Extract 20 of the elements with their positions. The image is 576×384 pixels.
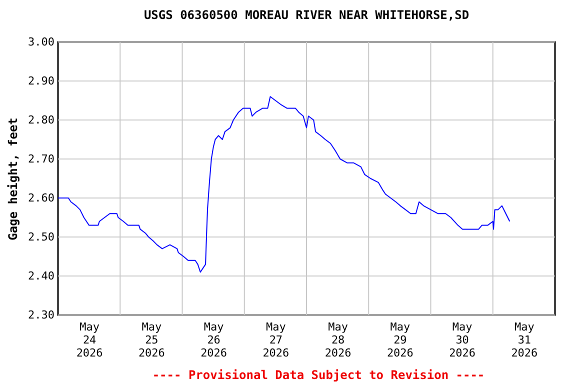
x-tick-label: May 26 2026 (200, 320, 228, 360)
y-tick-label: 3.00 (28, 36, 54, 48)
y-tick-label: 2.70 (28, 152, 54, 166)
x-tick-label: May 30 2026 (449, 320, 476, 360)
x-tick-label: May 31 2026 (511, 320, 538, 360)
y-tick-label: 2.40 (28, 270, 54, 282)
chart-title: USGS 06360500 MOREAU RIVER NEAR WHITEHORSE,SD (144, 8, 470, 22)
y-tick-label: 2.50 (28, 230, 54, 244)
y-tick-label: 2.60 (28, 192, 54, 204)
x-tick-label: May 24 2026 (76, 320, 103, 360)
y-axis-title: Gage height, feet (6, 118, 20, 240)
x-tick-label: May 25 2026 (138, 320, 165, 360)
line-series (58, 96, 510, 273)
x-tick-label: May 29 2026 (386, 320, 414, 360)
y-tick-label: 2.90 (28, 74, 54, 88)
x-tick-label: May 28 2026 (324, 320, 352, 360)
y-tick-label: 2.30 (28, 308, 54, 322)
text: ---- Provisional Data Subject to Revision ---- (152, 368, 485, 382)
y-tick-label: 2.80 (28, 114, 54, 126)
x-tick-label: May 27 2026 (262, 320, 290, 360)
